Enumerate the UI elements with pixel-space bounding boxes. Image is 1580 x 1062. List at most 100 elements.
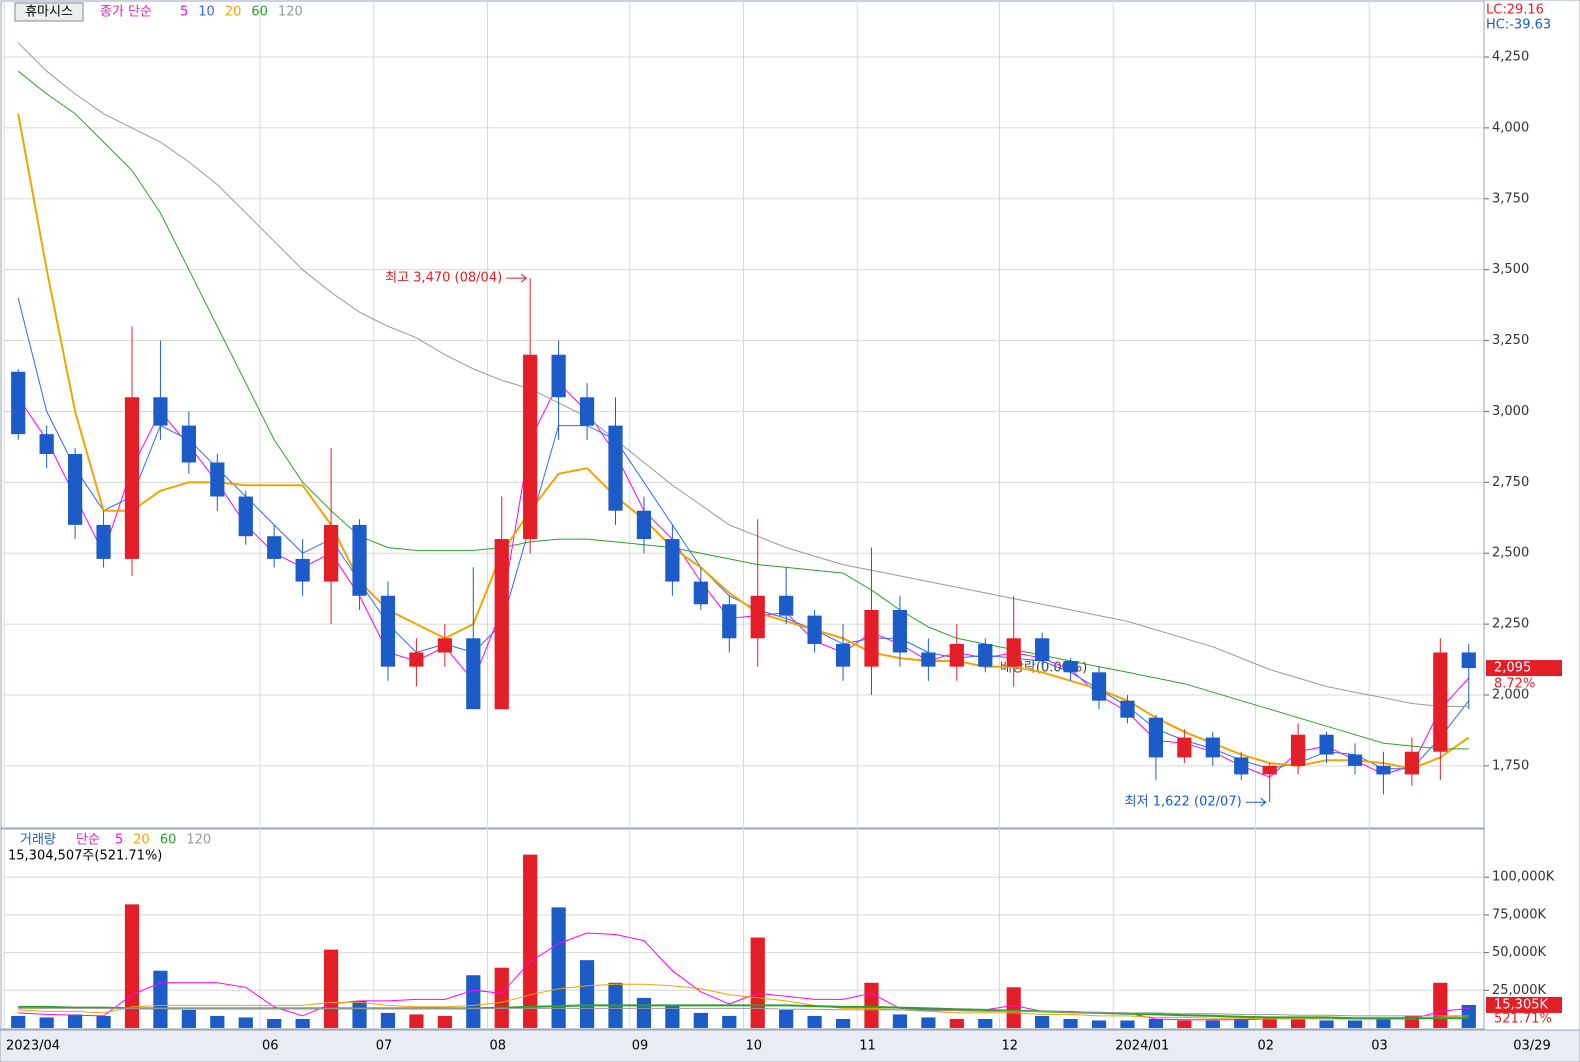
y-tick-label: 50,000K [1492,945,1546,960]
volume-bar [210,1015,225,1028]
legend-entry: 10 [198,5,215,20]
volume-bar [722,1015,737,1028]
candle-body [1205,737,1220,758]
x-tick-label: 11 [859,1039,876,1054]
candle-body [323,524,339,582]
volume-bar [551,907,566,1028]
volume-bar [636,997,652,1028]
candle-body [750,595,765,639]
candle-body [1291,734,1306,766]
volume-bar [352,1000,367,1028]
candle-body [1433,652,1448,752]
y-tick-label: 2,000 [1492,688,1529,703]
volume-bar [1148,1018,1164,1028]
legend-entry: 20 [133,833,150,848]
candle-body [1120,700,1135,718]
volume-bar [693,1012,708,1028]
ma-line [17,70,1469,750]
volume-summary: 15,304,507주(521.71%) [8,849,162,864]
candle-body [267,536,282,559]
candle-body [1347,754,1363,766]
price-panel [0,0,1485,829]
candle-body [1376,765,1391,775]
candle-body [1461,652,1476,669]
stock-name-box[interactable] [14,2,84,22]
candle-body [494,539,509,710]
price-tag [1486,660,1562,677]
hc-label: HC:-39.63 [1486,18,1551,33]
y-tick-label: 3,500 [1492,262,1529,277]
candle-body [665,539,680,582]
candle-body [67,453,83,525]
volume-bar [494,967,509,1028]
volume-bar [67,1014,83,1028]
volume-bar [921,1017,936,1028]
volume-bar [949,1018,964,1028]
volume-bar [1177,1020,1192,1028]
candle-body [39,434,54,454]
volume-bar [579,960,595,1028]
ma-line [17,382,1470,778]
volume-bar [779,1009,794,1028]
volume-bar [892,1014,908,1028]
candle-body [1177,737,1192,758]
volume-bar [380,1012,396,1028]
candle-body [153,397,168,426]
low-arrow [1245,797,1267,807]
volume-panel [0,828,1485,1030]
volume-bar [1205,1020,1220,1028]
candle-body [1319,734,1334,755]
low-annotation: 최저 1,622 (02/07) [1125,795,1242,810]
volume-bar [665,1005,680,1028]
candle-body [722,604,737,639]
candle-body [693,581,708,605]
candle-body [949,643,964,667]
y-tick-label: 1,750 [1492,758,1529,773]
candle-body [409,652,424,667]
candle-body [181,425,196,463]
candle-body [921,652,936,667]
x-tick-label: 06 [262,1039,279,1054]
candle-body [864,609,879,667]
volume-bar [1262,1017,1277,1028]
legend-entry: 120 [278,5,303,20]
volume-bar [267,1018,282,1028]
candle-body [210,462,225,497]
candle-body [1148,717,1164,758]
price-legend-prefix: 종가 단순 [100,5,152,20]
candle-body [11,371,26,435]
candle-body [551,354,566,398]
ma-line [18,1007,1469,1017]
candle-body [835,643,851,667]
y-tick-label: 3,000 [1492,404,1529,419]
legend-entry: 60 [160,833,177,848]
candle-body [523,354,538,540]
candle-body [1262,765,1277,775]
volume-bar [39,1017,54,1028]
candle-body [579,397,595,426]
volume-bar [523,854,538,1028]
candle-body [1063,660,1078,673]
candle-body [380,595,396,667]
volume-bar [238,1017,253,1028]
ma-line [17,42,1469,707]
volume-title: 거래량 [20,833,56,848]
candle-body [1091,672,1107,701]
candle-body [238,496,253,537]
volume-bar [409,1014,424,1028]
volume-bar [153,970,168,1028]
stock-name[interactable]: 휴마시스 [25,5,73,20]
candle-body [352,524,367,596]
volume-bar [1091,1020,1107,1028]
volume-bar [295,1018,310,1028]
ma-line [17,113,1470,770]
volume-tag [1486,996,1562,1013]
candle-body [1234,757,1249,775]
lc-label: LC:29.16 [1486,3,1544,18]
candle-body [892,609,908,653]
candle-body [1006,638,1021,667]
y-tick-label: 2,750 [1492,475,1529,490]
legend-entry: 5 [180,5,188,20]
volume-tag-label: 15,305K [1494,997,1548,1012]
